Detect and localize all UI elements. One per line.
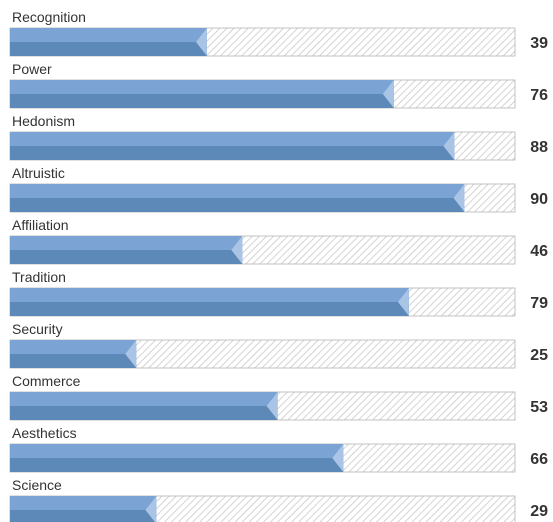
category-label: Recognition: [12, 9, 86, 25]
bar-upper: [10, 28, 207, 42]
category-label: Aesthetics: [12, 425, 77, 441]
category-label: Commerce: [12, 373, 81, 389]
bar: [10, 80, 394, 108]
bar-tip: [453, 184, 465, 212]
bar: [10, 288, 409, 316]
bar-tip: [145, 496, 157, 522]
bar-lower: [10, 302, 409, 316]
bar-lower: [10, 458, 344, 472]
bar-row: Recognition 39: [9, 9, 548, 57]
category-label: Hedonism: [12, 113, 75, 129]
bar-tip: [382, 80, 394, 108]
bar: [10, 392, 278, 420]
bar-upper: [10, 288, 409, 302]
bar-lower: [10, 198, 465, 212]
bar-tip: [397, 288, 409, 316]
value-label: 90: [530, 191, 548, 208]
bar-upper: [10, 496, 157, 510]
bar-tip: [443, 132, 455, 160]
bar-tip: [332, 444, 344, 472]
bar-lower: [10, 94, 394, 108]
bar-upper: [10, 80, 394, 94]
value-label: 25: [530, 347, 548, 364]
bar-upper: [10, 132, 455, 146]
bar: [10, 340, 137, 368]
bar-row: Security 25: [9, 321, 548, 369]
bar-upper: [10, 444, 344, 458]
category-label: Altruistic: [12, 165, 65, 181]
bar-row: Science 29: [9, 477, 548, 522]
value-label: 46: [530, 243, 548, 260]
bar: [10, 184, 465, 212]
bar-lower: [10, 406, 278, 420]
bar-row: Commerce 53: [9, 373, 548, 421]
value-label: 88: [530, 139, 548, 156]
bar-lower: [10, 354, 137, 368]
bar: [10, 132, 455, 160]
bar-row: Aesthetics 66: [9, 425, 548, 473]
bar: [10, 236, 243, 264]
bar-upper: [10, 392, 278, 406]
bar-row: Tradition 79: [9, 269, 548, 317]
bar: [10, 496, 157, 522]
category-label: Science: [12, 477, 62, 493]
bar: [10, 444, 344, 472]
bar-lower: [10, 42, 207, 56]
bar-lower: [10, 510, 157, 522]
category-label: Security: [12, 321, 63, 337]
value-label: 29: [530, 503, 548, 520]
category-label: Affiliation: [12, 217, 69, 233]
value-label: 39: [530, 35, 548, 52]
category-label: Tradition: [12, 269, 66, 285]
bar-upper: [10, 184, 465, 198]
value-label: 53: [530, 399, 548, 416]
bar: [10, 28, 207, 56]
bar-row: Hedonism 88: [9, 113, 548, 161]
value-label: 66: [530, 451, 548, 468]
bar-upper: [10, 236, 243, 250]
value-label: 76: [530, 87, 548, 104]
bar-upper: [10, 340, 137, 354]
bar-tip: [266, 392, 278, 420]
bar-row: Altruistic 90: [9, 165, 548, 213]
category-label: Power: [12, 61, 52, 77]
bar-row: Power 76: [9, 61, 548, 109]
value-label: 79: [530, 295, 548, 312]
bar-lower: [10, 146, 455, 160]
bar-lower: [10, 250, 243, 264]
bar-tip: [231, 236, 243, 264]
bar-tip: [195, 28, 207, 56]
bar-row: Affiliation 46: [9, 217, 548, 265]
bar-tip: [125, 340, 137, 368]
